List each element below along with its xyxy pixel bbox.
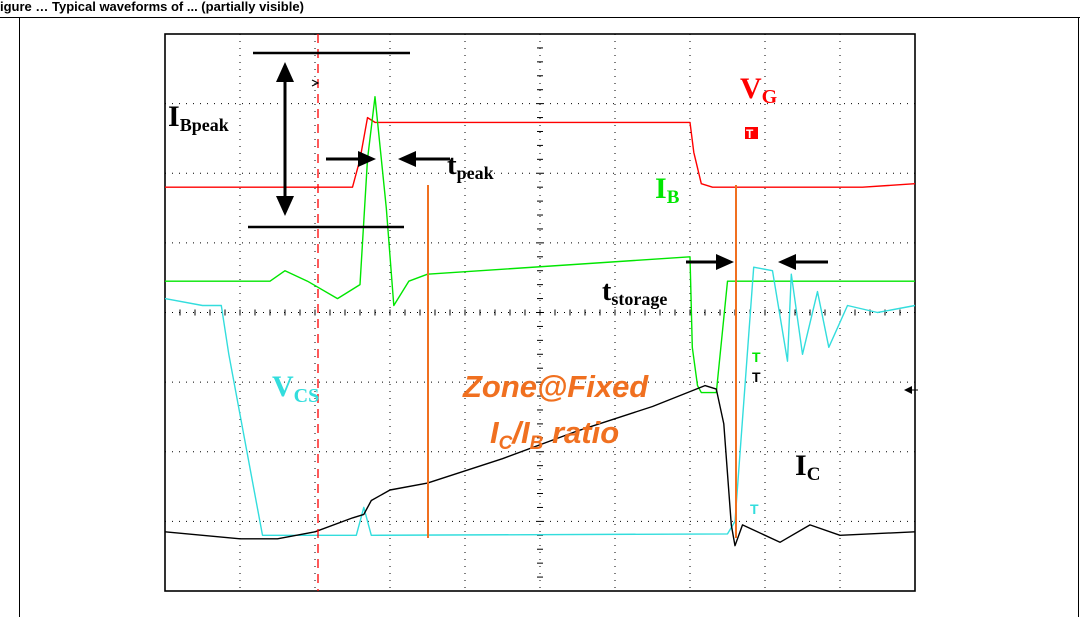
vcs-level-marker: T [750, 501, 759, 517]
figure-caption-strip: igure … Typical waveforms of ... (partia… [0, 0, 1080, 18]
labels: IBpeak tpeak VG T IB tstorage VCS Zone@F… [168, 72, 820, 517]
ib-label: IB [655, 172, 680, 208]
grid [164, 33, 916, 592]
ibpeak-arrow-down-head [276, 196, 294, 216]
ic-label: IC [795, 449, 820, 485]
tpeak-left-arrow-head [358, 151, 376, 167]
ib-level-marker: T [752, 349, 761, 365]
figure-frame [19, 17, 1079, 617]
vg-label: VG [740, 72, 778, 108]
tstorage-right-arrow-head [778, 254, 796, 270]
ibpeak-arrow-up-head [276, 62, 294, 82]
tstorage-left-arrow-head [716, 254, 734, 270]
tpeak-label: tpeak [447, 149, 494, 183]
trace-ic [164, 384, 916, 547]
cursor-tick-icon [311, 79, 320, 87]
trace-ib [165, 95, 915, 394]
vcs-label: VCS [272, 370, 319, 407]
tpeak-right-arrow-head [398, 151, 416, 167]
tstorage-label: tstorage [602, 276, 667, 309]
trace-vg [165, 116, 916, 188]
vg-ground-marker [745, 127, 758, 139]
annotations [248, 34, 918, 591]
figure-caption: igure … Typical waveforms of ... (partia… [0, 0, 304, 14]
vg-ground-marker-label: T [746, 127, 754, 141]
zone-label-line1: Zone@Fixed [462, 369, 649, 404]
ic-level-marker: T [752, 369, 761, 385]
zone-label-line2: IC/IB ratio [490, 415, 619, 454]
ibpeak-label: IBpeak [168, 100, 229, 135]
